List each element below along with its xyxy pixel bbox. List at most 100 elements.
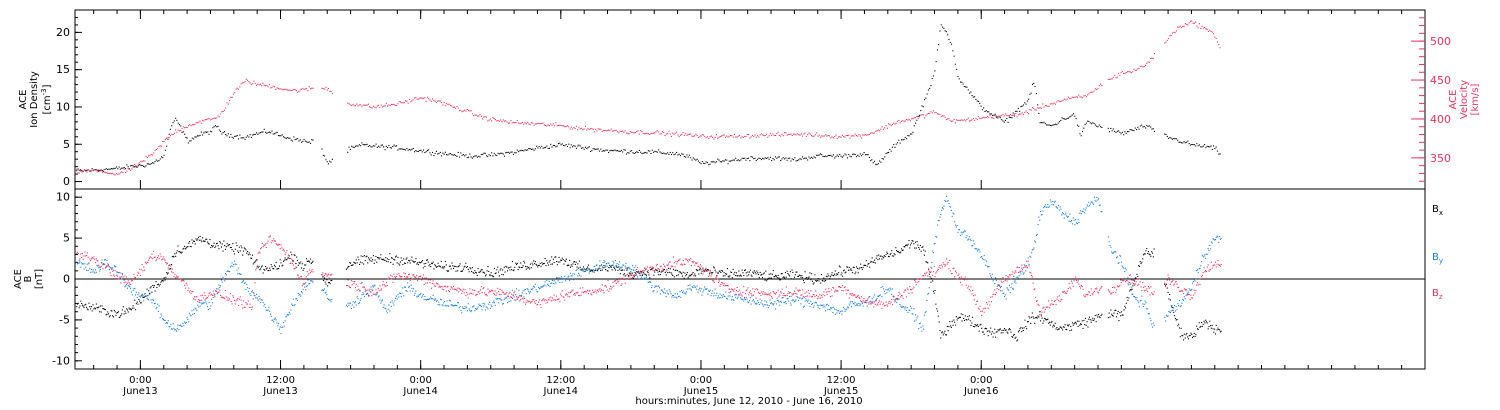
data-point	[153, 303, 155, 305]
data-point	[466, 306, 468, 308]
data-point	[263, 268, 265, 270]
data-point	[1153, 53, 1155, 55]
data-point	[519, 294, 521, 296]
data-point	[537, 266, 539, 268]
data-point	[281, 265, 283, 267]
data-point	[681, 292, 683, 294]
data-point	[911, 240, 913, 242]
data-point	[441, 102, 443, 104]
data-point	[247, 135, 249, 137]
data-point	[721, 269, 723, 271]
data-point	[847, 269, 849, 271]
data-point	[126, 276, 128, 278]
data-point	[744, 269, 746, 271]
data-point	[971, 245, 973, 247]
data-point	[1201, 254, 1203, 256]
data-point	[880, 128, 882, 130]
data-point	[1014, 337, 1016, 339]
data-point	[302, 283, 304, 285]
data-point	[790, 160, 792, 162]
data-point	[691, 135, 693, 137]
data-point	[432, 280, 434, 282]
data-point	[402, 148, 404, 150]
data-point	[411, 100, 413, 102]
data-point	[519, 123, 521, 125]
data-point	[554, 145, 556, 147]
data-point	[1035, 234, 1037, 236]
data-point	[140, 295, 142, 297]
data-point	[86, 263, 88, 265]
data-point	[265, 131, 267, 133]
data-point	[1039, 107, 1041, 109]
data-point	[731, 296, 733, 298]
data-point	[1077, 219, 1079, 221]
data-point	[1184, 142, 1186, 144]
data-point	[240, 137, 242, 139]
data-point	[153, 162, 155, 164]
data-point	[1066, 117, 1068, 119]
data-point	[1084, 317, 1086, 319]
data-point	[224, 245, 226, 247]
data-point	[1130, 72, 1132, 74]
data-point	[448, 265, 450, 267]
data-point	[545, 146, 547, 148]
data-point	[137, 165, 139, 167]
data-point	[469, 153, 471, 155]
data-point	[565, 144, 567, 146]
data-point	[331, 298, 333, 300]
data-point	[449, 300, 451, 302]
data-point	[902, 306, 904, 308]
data-point	[758, 303, 760, 305]
data-point	[932, 280, 934, 282]
data-point	[401, 148, 403, 150]
data-point	[1013, 281, 1015, 283]
data-point	[698, 289, 700, 291]
data-point	[309, 261, 311, 263]
data-point	[794, 133, 796, 135]
data-point	[482, 303, 484, 305]
data-point	[1129, 290, 1131, 292]
data-point	[510, 300, 512, 302]
data-point	[650, 287, 652, 289]
data-point	[713, 266, 715, 268]
data-point	[1058, 204, 1060, 206]
data-point	[796, 296, 798, 298]
data-point	[1153, 324, 1155, 326]
data-point	[182, 126, 184, 128]
data-point	[637, 276, 639, 278]
data-point	[929, 113, 931, 115]
data-point	[1054, 200, 1056, 202]
data-point	[116, 274, 118, 276]
data-point	[1129, 282, 1131, 284]
data-point	[905, 244, 907, 246]
data-point	[778, 134, 780, 136]
data-point	[460, 152, 462, 154]
data-point	[274, 86, 276, 88]
data-point	[444, 260, 446, 262]
data-point	[511, 151, 513, 153]
data-point	[1071, 329, 1073, 331]
data-point	[592, 128, 594, 130]
data-point	[1208, 326, 1210, 328]
data-point	[799, 274, 801, 276]
data-point	[809, 272, 811, 274]
data-point	[717, 272, 719, 274]
data-point	[670, 135, 672, 137]
data-point	[929, 276, 931, 278]
data-point	[1062, 212, 1064, 214]
data-point	[681, 290, 683, 292]
data-point	[885, 289, 887, 291]
data-point	[471, 271, 473, 273]
data-point	[1191, 333, 1193, 335]
data-point	[497, 120, 499, 122]
data-point	[919, 323, 921, 325]
data-point	[353, 146, 355, 148]
data-point	[540, 286, 542, 288]
data-point	[659, 287, 661, 289]
data-point	[686, 288, 688, 290]
data-point	[498, 275, 500, 277]
data-point	[170, 323, 172, 325]
data-point	[272, 319, 274, 321]
data-point	[858, 268, 860, 270]
data-point	[700, 163, 702, 165]
